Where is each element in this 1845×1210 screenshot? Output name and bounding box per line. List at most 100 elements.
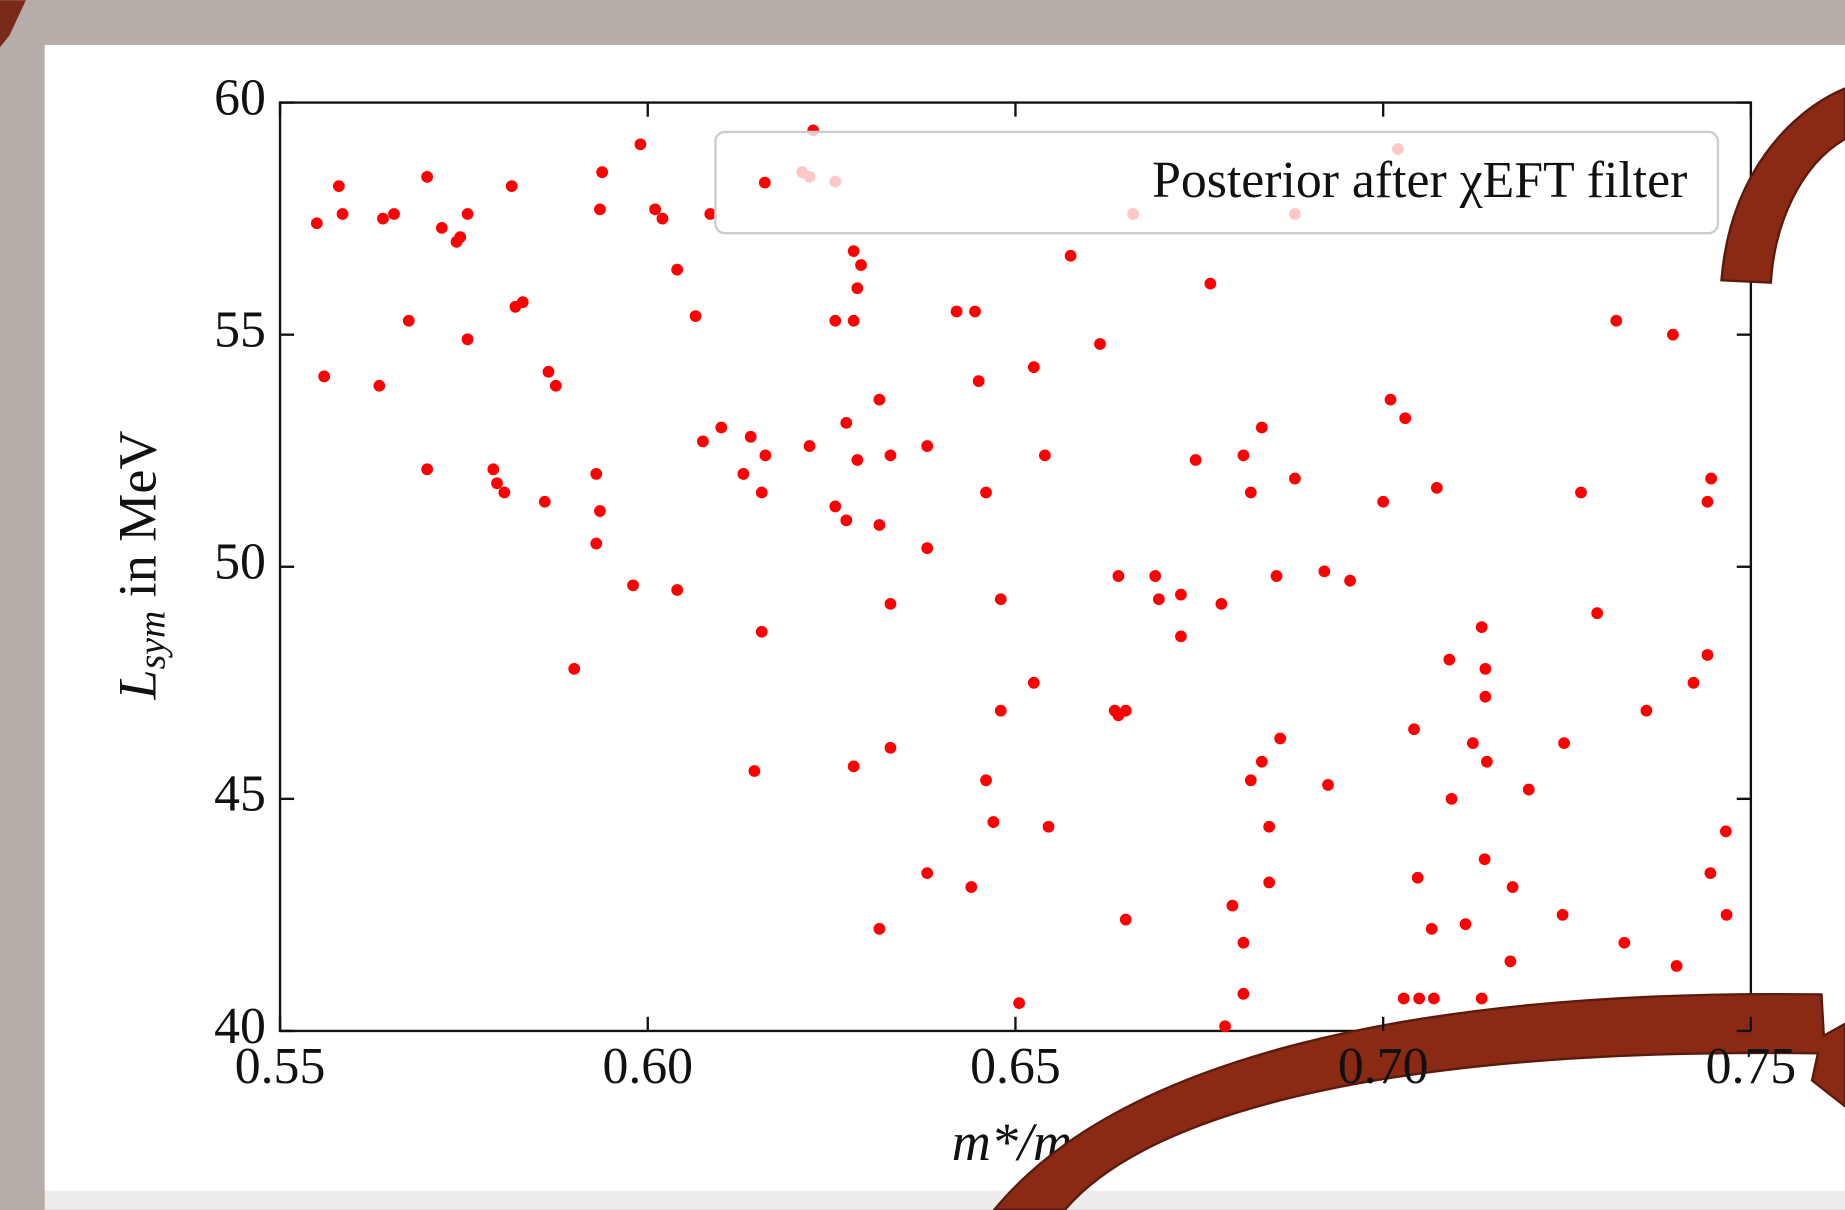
scatter-point: [1413, 992, 1426, 1005]
scatter-point: [704, 208, 717, 220]
scatter-point: [590, 468, 603, 480]
scatter-point: [538, 495, 551, 508]
scatter-point: [542, 365, 555, 378]
scatter-point: [1119, 913, 1132, 926]
scatter-point: [1506, 881, 1519, 893]
scatter-point: [1687, 676, 1700, 689]
scatter-point: [421, 463, 434, 476]
scatter-point: [1399, 412, 1412, 425]
y-tick-label: 55: [214, 302, 266, 359]
scatter-point: [994, 704, 1007, 717]
legend-box: [714, 130, 1720, 235]
scatter-point: [829, 500, 842, 513]
scatter-point: [1175, 588, 1187, 601]
scatter-point: [980, 774, 992, 787]
scatter-point: [1397, 992, 1410, 1005]
scatter-point: [884, 741, 897, 754]
scatter-point: [1038, 449, 1051, 462]
arrow-decoration: [1720, 87, 1845, 284]
scatter-point: [829, 314, 842, 327]
scatter-point: [840, 514, 853, 527]
scatter-point: [1459, 918, 1472, 931]
scatter-point: [994, 593, 1007, 606]
scatter-point: [755, 486, 768, 499]
scatter-point: [921, 867, 934, 880]
scatter-point: [1244, 486, 1257, 499]
scatter-point: [1705, 472, 1718, 485]
x-tick-label: 0.55: [235, 1038, 326, 1095]
scatter-point: [969, 305, 981, 318]
scatter-point: [847, 245, 860, 257]
scatter-point: [855, 259, 867, 271]
scatter-point: [1237, 936, 1250, 949]
scatter-point: [594, 505, 606, 517]
scatter-point: [921, 542, 934, 555]
scatter-point: [950, 305, 963, 318]
scatter-point: [1244, 774, 1257, 787]
scatter-point: [980, 486, 992, 499]
scatter-point: [1027, 676, 1040, 689]
scatter-point: [1204, 277, 1217, 290]
scatter-point: [1064, 249, 1077, 262]
scatter-point: [1479, 690, 1492, 703]
scatter-point: [596, 166, 609, 179]
scatter-point: [1237, 987, 1250, 1000]
scatter-point: [1274, 732, 1287, 745]
scatter-point: [1013, 997, 1026, 1009]
scatter-point: [884, 449, 897, 462]
slide-footer: [44, 1190, 1845, 1210]
scatter-point: [884, 598, 897, 610]
scatter-point: [421, 170, 434, 183]
scatter-point: [1504, 955, 1517, 968]
x-tick-label: 0.60: [602, 1038, 693, 1095]
scatter-point: [656, 212, 669, 225]
scatter-point: [851, 282, 864, 295]
scatter-point: [759, 449, 772, 462]
scatter-point: [454, 231, 467, 244]
scatter-point: [1640, 704, 1653, 717]
y-axis-label-unit: in MeV: [108, 430, 168, 610]
y-tick-label: 45: [214, 766, 266, 823]
scatter-point: [1591, 607, 1604, 620]
scatter-point: [1430, 481, 1443, 494]
scatter-point: [1445, 792, 1458, 805]
scatter-point: [972, 375, 985, 387]
scatter-point: [310, 217, 323, 230]
scatter-point: [1704, 867, 1717, 880]
scatter-point: [388, 208, 400, 220]
scatter-point: [1226, 899, 1239, 912]
scatter-point: [1119, 704, 1132, 717]
scatter-point: [1428, 992, 1440, 1005]
plot-area: [310, 124, 1733, 1033]
scatter-point: [377, 212, 389, 225]
scatter-point: [649, 203, 661, 216]
scatter-point: [689, 310, 702, 322]
scatter-point: [1263, 820, 1276, 833]
scatter-point: [336, 208, 349, 220]
scatter-point: [748, 765, 761, 777]
scatter-point: [487, 463, 500, 476]
legend-marker: [758, 176, 771, 189]
scatter-point: [1270, 570, 1283, 582]
scatter-point: [1237, 449, 1250, 462]
scatter-point: [1255, 755, 1268, 768]
scatter-point: [873, 922, 886, 935]
scatter-point: [498, 486, 511, 499]
scatter-point: [435, 222, 448, 234]
slide-panel: [44, 44, 1845, 1191]
scatter-point: [1556, 909, 1569, 921]
scatter-point: [402, 314, 415, 327]
scatter-point: [1384, 393, 1397, 406]
scatter-point: [1215, 598, 1228, 610]
scatter-point: [1042, 820, 1055, 833]
scatter-point: [461, 208, 474, 220]
y-tick-label: 50: [214, 534, 266, 591]
scatter-point: [1411, 871, 1424, 884]
scatter-point: [1318, 565, 1331, 578]
scatter-point: [1255, 421, 1268, 434]
scatter-point: [1701, 495, 1714, 508]
scatter-point: [1152, 593, 1165, 606]
scatter-point: [332, 180, 345, 193]
scatter-point: [803, 440, 816, 452]
